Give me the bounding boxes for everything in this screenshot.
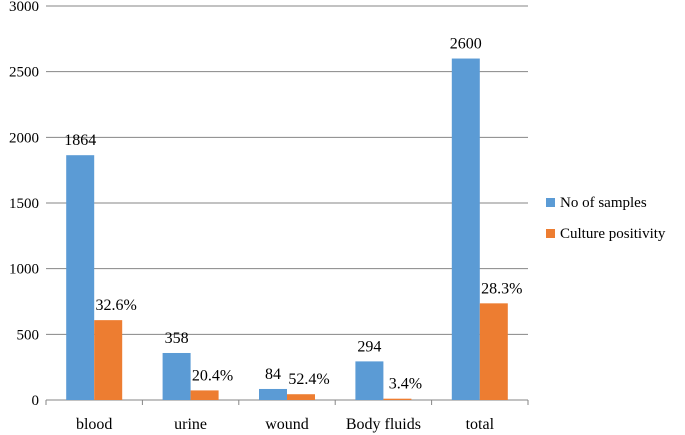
data-label: 294 bbox=[357, 338, 381, 355]
legend-swatch bbox=[546, 229, 555, 238]
bar-culture-positivity bbox=[190, 390, 219, 400]
bar-culture-positivity bbox=[479, 303, 508, 400]
data-label: 20.4% bbox=[192, 367, 233, 384]
category-label: Body fluids bbox=[346, 416, 421, 433]
data-label: 28.3% bbox=[481, 280, 522, 297]
data-label: 358 bbox=[165, 330, 189, 347]
bar-samples bbox=[355, 361, 384, 400]
legend-label: No of samples bbox=[560, 195, 647, 211]
category-label: total bbox=[466, 416, 495, 433]
y-tick-label: 2000 bbox=[9, 130, 39, 146]
bar-culture-positivity bbox=[383, 398, 412, 400]
y-tick-label: 1000 bbox=[9, 262, 39, 278]
bar-samples bbox=[66, 155, 95, 400]
category-label: urine bbox=[174, 416, 207, 433]
bar-samples bbox=[451, 58, 480, 401]
category-label: wound bbox=[265, 416, 309, 433]
data-label: 2600 bbox=[450, 36, 482, 53]
y-axis-ticks: 0 500 1000 1500 2000 2500 3000 bbox=[9, 0, 39, 409]
category-label: blood bbox=[76, 416, 112, 433]
y-tick-label: 0 bbox=[32, 393, 40, 409]
data-label: 32.6% bbox=[96, 297, 137, 314]
y-tick-label: 3000 bbox=[9, 0, 39, 15]
data-label: 3.4% bbox=[389, 376, 422, 393]
bar-culture-positivity bbox=[287, 394, 315, 400]
bars bbox=[66, 58, 508, 401]
data-label: 1864 bbox=[64, 132, 96, 149]
legend-label: Culture positivity bbox=[560, 226, 666, 242]
legend-swatch bbox=[546, 198, 555, 207]
bar-samples bbox=[162, 352, 191, 400]
data-label: 52.4% bbox=[288, 371, 329, 388]
legend: No of samples Culture positivity bbox=[546, 195, 666, 242]
y-tick-label: 2500 bbox=[9, 65, 39, 81]
data-label: 84 bbox=[265, 366, 281, 383]
gridlines bbox=[45, 5, 529, 405]
bar-samples bbox=[259, 388, 287, 400]
y-tick-label: 500 bbox=[17, 327, 40, 343]
y-tick-label: 1500 bbox=[9, 196, 39, 212]
data-labels: 1864 32.6% 358 20.4% 84 52.4% 294 3.4% 2600 28.3% bbox=[64, 36, 522, 393]
x-axis-categories: blood urine wound Body fluids total bbox=[76, 416, 495, 433]
bar-culture-positivity bbox=[94, 320, 123, 400]
